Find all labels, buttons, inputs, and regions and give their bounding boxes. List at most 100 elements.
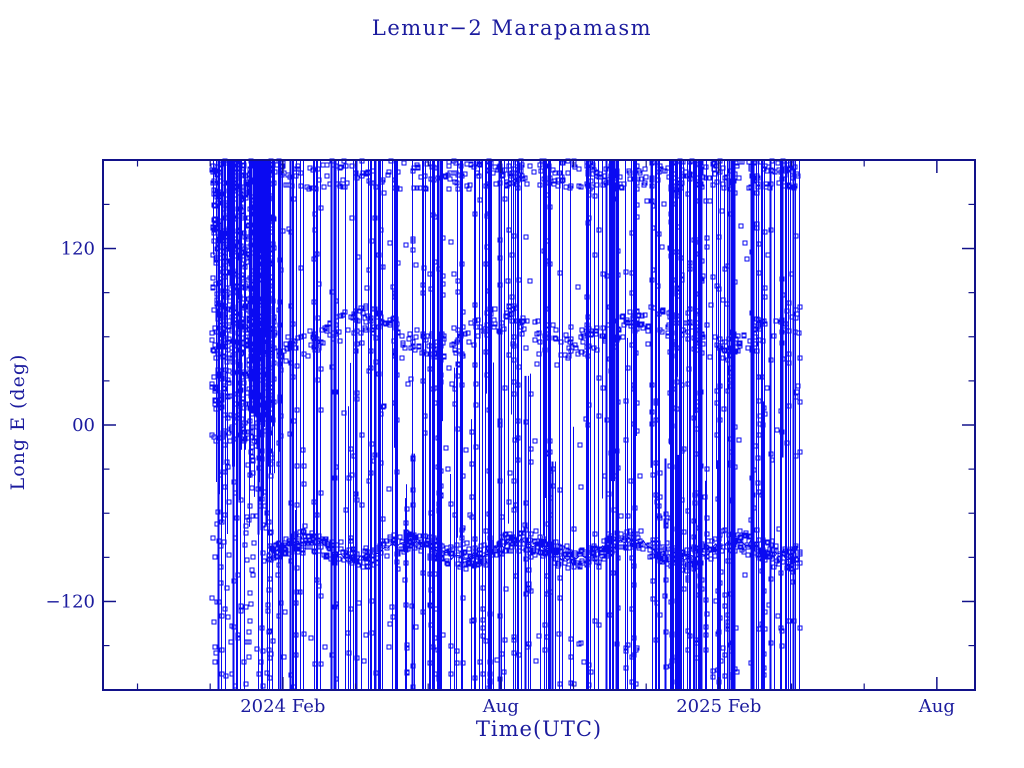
data-marker: [221, 539, 227, 545]
data-marker: [358, 305, 364, 311]
data-marker: [693, 181, 699, 187]
data-marker: [349, 560, 355, 566]
data-marker: [231, 413, 237, 419]
data-marker: [668, 438, 674, 444]
data-marker: [749, 173, 755, 179]
data-marker: [241, 163, 247, 169]
data-marker: [231, 188, 237, 194]
data-marker: [274, 554, 280, 560]
data-marker: [584, 181, 590, 187]
data-marker: [472, 536, 478, 542]
data-marker: [263, 405, 269, 411]
data-marker: [501, 326, 507, 332]
data-marker: [623, 398, 629, 404]
data-marker: [415, 164, 421, 170]
data-marker: [761, 318, 767, 324]
data-marker: [397, 186, 403, 192]
data-marker: [422, 173, 428, 179]
data-marker: [211, 307, 217, 313]
data-marker: [431, 177, 437, 183]
data-marker: [522, 522, 528, 528]
data-marker: [786, 351, 792, 357]
data-marker: [509, 544, 515, 550]
data-marker: [698, 181, 704, 187]
data-marker: [541, 550, 547, 556]
data-marker: [656, 548, 662, 554]
data-marker: [737, 343, 743, 349]
data-marker: [353, 491, 359, 497]
data-marker: [410, 487, 416, 493]
data-marker: [755, 480, 761, 486]
data-marker: [454, 542, 460, 548]
data-marker: [219, 397, 225, 403]
data-marker: [454, 648, 460, 654]
data-marker: [221, 249, 227, 255]
data-marker: [316, 177, 322, 183]
data-marker: [322, 644, 328, 650]
data-marker: [565, 565, 571, 571]
data-marker: [521, 326, 527, 332]
data-marker: [510, 341, 516, 347]
data-marker: [634, 214, 640, 220]
data-marker: [527, 537, 533, 543]
data-marker: [486, 545, 492, 551]
data-marker: [432, 552, 438, 558]
data-marker: [797, 449, 803, 455]
data-marker: [271, 180, 277, 186]
data-marker: [247, 316, 253, 322]
data-marker: [436, 490, 442, 496]
data-marker: [318, 366, 324, 372]
data-marker: [256, 368, 262, 374]
data-marker: [333, 322, 339, 328]
data-marker: [430, 212, 436, 218]
data-marker: [540, 553, 546, 559]
data-marker: [294, 589, 300, 595]
data-marker: [250, 470, 256, 476]
data-marker: [265, 602, 271, 608]
data-marker: [427, 602, 433, 608]
data-marker: [227, 355, 233, 361]
data-marker: [566, 353, 572, 359]
data-marker: [681, 529, 687, 535]
data-marker: [433, 543, 439, 549]
data-marker: [704, 235, 710, 241]
data-marker: [230, 352, 236, 358]
data-marker: [245, 277, 251, 283]
data-marker: [214, 246, 220, 252]
data-marker: [575, 284, 581, 290]
data-marker: [553, 556, 559, 562]
data-marker: [790, 548, 796, 554]
data-marker: [659, 244, 665, 250]
data-marker: [691, 346, 697, 352]
data-marker: [573, 345, 579, 351]
data-marker: [768, 167, 774, 173]
data-marker: [545, 521, 551, 527]
data-marker: [669, 632, 675, 638]
data-marker: [359, 340, 365, 346]
data-marker: [222, 469, 228, 475]
data-marker: [255, 412, 261, 418]
data-marker: [413, 262, 419, 268]
data-marker: [249, 281, 255, 287]
data-marker: [361, 658, 367, 664]
data-marker: [608, 450, 614, 456]
data-marker: [768, 357, 774, 363]
data-marker: [245, 462, 251, 468]
data-marker: [520, 315, 526, 321]
data-marker: [513, 170, 519, 176]
data-marker: [558, 339, 564, 345]
data-marker: [497, 180, 503, 186]
data-marker: [487, 306, 493, 312]
data-marker: [232, 490, 238, 496]
data-marker: [217, 472, 223, 478]
data-marker: [480, 328, 486, 334]
data-marker: [795, 383, 801, 389]
data-marker: [257, 171, 263, 177]
data-marker: [532, 538, 538, 544]
data-marker: [448, 671, 454, 677]
data-marker: [371, 547, 377, 553]
data-marker: [211, 348, 217, 354]
data-marker: [793, 394, 799, 400]
data-marker: [338, 539, 344, 545]
data-marker: [406, 336, 412, 342]
